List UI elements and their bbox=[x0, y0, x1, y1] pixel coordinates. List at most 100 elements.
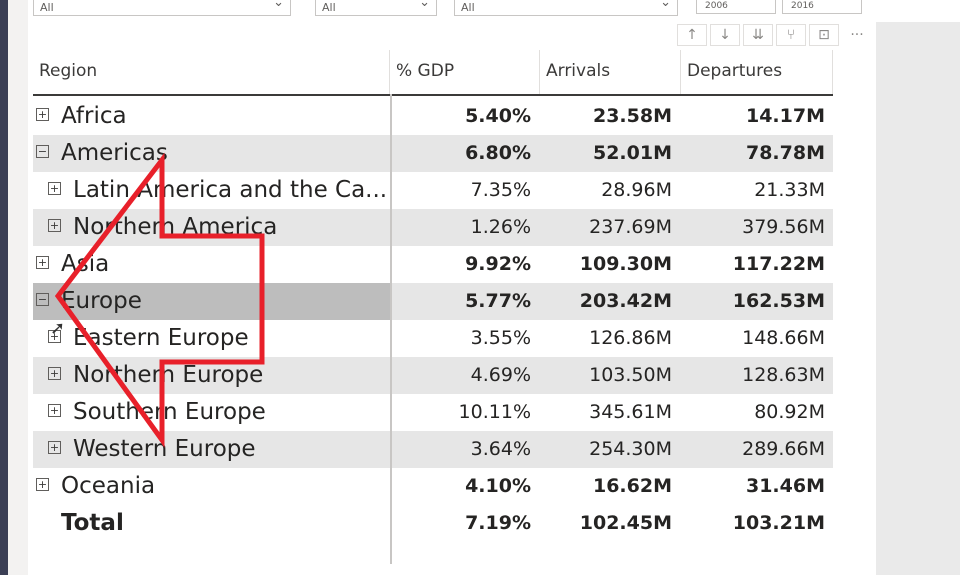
cell-arrivals: 23.58M bbox=[592, 105, 672, 127]
total-row: Total 7.19% 102.45M 103.21M bbox=[33, 505, 833, 542]
cell-arrivals: 203.42M bbox=[579, 290, 672, 312]
cell-departures: 14.17M bbox=[745, 105, 825, 127]
expand-all-icon[interactable]: ⇊ bbox=[743, 24, 773, 46]
cell-departures: 80.92M bbox=[754, 401, 825, 423]
chevron-down-icon: ⌄ bbox=[419, 0, 430, 10]
cell-departures: 162.53M bbox=[732, 290, 825, 312]
row-label: Americas bbox=[61, 140, 168, 166]
cell-gdp: 9.92% bbox=[465, 253, 531, 275]
drill-up-icon[interactable]: ↑ bbox=[677, 24, 707, 46]
chevron-down-icon: ⌄ bbox=[273, 0, 284, 10]
cell-departures: 379.56M bbox=[742, 216, 825, 238]
date-start-input[interactable]: 2006 bbox=[696, 0, 776, 14]
row-label: Northern America bbox=[73, 214, 278, 240]
row-label: Europe bbox=[61, 288, 142, 314]
cell-departures: 289.66M bbox=[742, 438, 825, 460]
cell-arrivals: 28.96M bbox=[601, 179, 672, 201]
table-row-hovered[interactable]: − Europe 5.77% 203.42M 162.53M bbox=[33, 283, 833, 320]
cell-departures: 117.22M bbox=[732, 253, 825, 275]
chevron-down-icon: ⌄ bbox=[660, 0, 671, 10]
cell-arrivals: 126.86M bbox=[589, 327, 672, 349]
collapse-icon[interactable]: − bbox=[36, 145, 49, 158]
row-label: Asia bbox=[61, 251, 110, 277]
expand-next-level-icon[interactable]: ⑂ bbox=[776, 24, 806, 46]
slicer-bar: All ⌄ All ⌄ All ⌄ 2006 2016 bbox=[28, 0, 960, 22]
slicer-dropdown-3[interactable]: All ⌄ bbox=[454, 0, 678, 16]
column-separator bbox=[390, 94, 392, 564]
cell-gdp: 1.26% bbox=[470, 216, 531, 238]
table-row[interactable]: + Northern Europe 4.69% 103.50M 128.63M bbox=[33, 357, 833, 394]
collapse-icon[interactable]: − bbox=[36, 293, 49, 306]
more-options-icon[interactable]: ··· bbox=[842, 24, 872, 46]
cell-gdp: 10.11% bbox=[458, 401, 531, 423]
cell-arrivals: 16.62M bbox=[592, 475, 672, 497]
expand-icon[interactable]: + bbox=[48, 404, 61, 417]
header-arrivals[interactable]: Arrivals bbox=[540, 50, 681, 94]
row-label: Latin America and the Ca... bbox=[73, 177, 388, 203]
date-end-value: 2016 bbox=[791, 1, 814, 11]
total-gdp: 7.19% bbox=[465, 512, 531, 534]
cell-gdp: 6.80% bbox=[465, 142, 531, 164]
header-gdp[interactable]: % GDP bbox=[390, 50, 540, 94]
cell-arrivals: 109.30M bbox=[579, 253, 672, 275]
cell-gdp: 5.77% bbox=[465, 290, 531, 312]
cell-arrivals: 103.50M bbox=[589, 364, 672, 386]
slicer-dropdown-1[interactable]: All ⌄ bbox=[33, 0, 291, 16]
cell-gdp: 3.64% bbox=[470, 438, 531, 460]
slicer-value: All bbox=[461, 1, 475, 14]
cell-arrivals: 345.61M bbox=[589, 401, 672, 423]
row-label: Northern Europe bbox=[73, 362, 264, 388]
focus-mode-icon[interactable]: ⊡ bbox=[809, 24, 839, 46]
header-row: Region % GDP Arrivals Departures bbox=[33, 50, 833, 94]
cell-departures: 78.78M bbox=[745, 142, 825, 164]
expand-icon[interactable]: + bbox=[48, 441, 61, 454]
expand-icon[interactable]: + bbox=[36, 478, 49, 491]
report-margin bbox=[8, 0, 28, 575]
row-shade bbox=[392, 283, 833, 320]
expand-icon[interactable]: + bbox=[36, 108, 49, 121]
row-label: Africa bbox=[61, 103, 127, 129]
cell-arrivals: 52.01M bbox=[592, 142, 672, 164]
table-row[interactable]: + Northern America 1.26% 237.69M 379.56M bbox=[33, 209, 833, 246]
slicer-value: All bbox=[40, 1, 54, 14]
slicer-dropdown-2[interactable]: All ⌄ bbox=[315, 0, 437, 16]
cell-arrivals: 237.69M bbox=[589, 216, 672, 238]
expand-icon[interactable]: + bbox=[36, 256, 49, 269]
total-departures: 103.21M bbox=[732, 512, 825, 534]
cell-gdp: 4.69% bbox=[470, 364, 531, 386]
table-row[interactable]: − Americas 6.80% 52.01M 78.78M bbox=[33, 135, 833, 172]
date-end-input[interactable]: 2016 bbox=[782, 0, 862, 14]
visual-header-toolbar: ↑ ↓ ⇊ ⑂ ⊡ ··· bbox=[677, 24, 872, 48]
cell-gdp: 7.35% bbox=[470, 179, 531, 201]
expand-icon[interactable]: + bbox=[48, 367, 61, 380]
header-region[interactable]: Region bbox=[33, 50, 390, 94]
expand-icon[interactable]: + bbox=[48, 182, 61, 195]
drill-down-icon[interactable]: ↓ bbox=[710, 24, 740, 46]
row-label: Western Europe bbox=[73, 436, 256, 462]
table-row[interactable]: + Eastern Europe 3.55% 126.86M 148.66M bbox=[33, 320, 833, 357]
mouse-cursor-icon: ➚ bbox=[50, 318, 66, 339]
cell-arrivals: 254.30M bbox=[589, 438, 672, 460]
table-row[interactable]: + Western Europe 3.64% 254.30M 289.66M bbox=[33, 431, 833, 468]
row-label: Oceania bbox=[61, 473, 156, 499]
cell-gdp: 4.10% bbox=[465, 475, 531, 497]
cell-gdp: 5.40% bbox=[465, 105, 531, 127]
row-label: Southern Europe bbox=[73, 399, 266, 425]
matrix-visual: ↑ ↓ ⇊ ⑂ ⊡ ··· Region % GDP Arrivals Depa… bbox=[28, 22, 876, 575]
expand-icon[interactable]: + bbox=[48, 219, 61, 232]
cell-gdp: 3.55% bbox=[470, 327, 531, 349]
total-arrivals: 102.45M bbox=[579, 512, 672, 534]
app-nav-strip bbox=[0, 0, 8, 575]
row-label: Eastern Europe bbox=[73, 325, 249, 351]
table-row[interactable]: + Asia 9.92% 109.30M 117.22M bbox=[33, 246, 833, 283]
slicer-value: All bbox=[322, 1, 336, 14]
table-row[interactable]: + Latin America and the Ca... 7.35% 28.9… bbox=[33, 172, 833, 209]
cell-departures: 128.63M bbox=[742, 364, 825, 386]
table-row[interactable]: + Oceania 4.10% 16.62M 31.46M bbox=[33, 468, 833, 505]
date-start-value: 2006 bbox=[705, 1, 728, 11]
table-row[interactable]: + Africa 5.40% 23.58M 14.17M bbox=[33, 98, 833, 135]
table-row[interactable]: + Southern Europe 10.11% 345.61M 80.92M bbox=[33, 394, 833, 431]
header-divider bbox=[33, 94, 833, 96]
cell-departures: 21.33M bbox=[754, 179, 825, 201]
header-departures[interactable]: Departures bbox=[681, 50, 833, 94]
